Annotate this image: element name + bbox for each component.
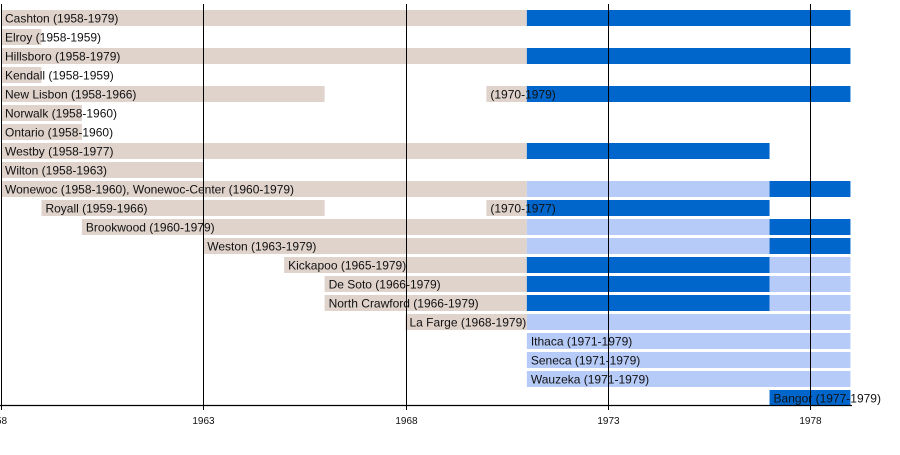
row-label: Royall (1959-1966) [45, 202, 147, 216]
timeline-bar-segment [81, 219, 527, 235]
row-label: De Soto (1966-1979) [329, 278, 441, 292]
row-label: New Lisbon (1958-1966) [5, 88, 136, 102]
timeline-row [1, 86, 851, 102]
timeline-bar-segment [526, 238, 770, 254]
timeline-row [1, 105, 82, 121]
row-label: Wilton (1958-1963) [5, 164, 107, 178]
row-label: Norwalk (1958-1960) [5, 107, 117, 121]
timeline-row [203, 238, 851, 254]
timeline-bar-segment [1, 143, 527, 159]
timeline-bar-segment [1, 67, 42, 83]
timeline-bar-segment [324, 295, 527, 311]
timeline-bar-segment [324, 276, 527, 292]
timeline-bar-segment [1, 29, 42, 45]
row-label: (1970-1977) [490, 202, 555, 216]
timeline-bar-segment [1, 86, 325, 102]
timeline-bar-segment [526, 276, 770, 292]
timeline-bar-segment [526, 200, 770, 216]
timeline-bar-segment [405, 314, 527, 330]
timeline-bar-segment [526, 352, 851, 368]
timeline-row [1, 67, 42, 83]
bars-layer [1, 10, 851, 406]
timeline-row [526, 352, 851, 368]
row-label: Wauzeka (1971-1979) [531, 373, 649, 387]
timeline-bar-segment [526, 10, 851, 26]
row-label: Westby (1958-1977) [5, 145, 114, 159]
x-tick-label: 1968 [395, 416, 418, 427]
timeline-row [1, 124, 82, 140]
timeline-bar-segment [486, 200, 527, 216]
row-label: Cashton (1958-1979) [5, 12, 118, 26]
x-tick-label: 1978 [799, 416, 822, 427]
row-label: Elroy (1958-1959) [5, 31, 101, 45]
timeline-bar-segment [1, 105, 82, 121]
timeline-bar-segment [526, 86, 851, 102]
x-tick-label: 1963 [192, 416, 215, 427]
timeline-bar-segment [526, 295, 770, 311]
row-label: Wonewoc (1958-1960), Wonewoc-Center (196… [5, 183, 294, 197]
timeline-bar-segment [526, 48, 851, 64]
timeline-row [1, 10, 851, 26]
x-tick-label: 58 [0, 416, 7, 427]
timeline-row [405, 314, 851, 330]
row-label: North Crawford (1966-1979) [329, 297, 479, 311]
timeline-bar-segment [1, 181, 527, 197]
timeline-row [41, 200, 770, 216]
timeline-bar-segment [526, 314, 851, 330]
row-label: La Farge (1968-1979) [410, 316, 527, 330]
row-label: Bangor (1977-1979) [774, 392, 881, 406]
row-label: Kendall (1958-1959) [5, 69, 114, 83]
row-label: Kickapoo (1965-1979) [288, 259, 406, 273]
timeline-bar-segment [526, 143, 770, 159]
timeline-bar-segment [526, 333, 851, 349]
timeline-bar-segment [526, 371, 851, 387]
row-label: Weston (1963-1979) [207, 240, 316, 254]
timeline-row [526, 371, 851, 387]
row-label: Ithaca (1971-1979) [531, 335, 632, 349]
timeline-bar-segment [41, 200, 325, 216]
x-tick-label: 1973 [597, 416, 620, 427]
timeline-row [1, 29, 42, 45]
timeline-bar-segment [486, 86, 527, 102]
grid-layer: 58 1963 1968 1973 1978 [0, 4, 852, 427]
timeline-bar-segment [526, 181, 770, 197]
timeline-bar-segment [203, 238, 527, 254]
row-label: Hillsboro (1958-1979) [5, 50, 120, 64]
timeline-bar-segment [526, 257, 770, 273]
timeline-row [1, 143, 770, 159]
timeline-row [1, 162, 204, 178]
row-label: Ontario (1958-1960) [5, 126, 113, 140]
labels-layer: Cashton (1958-1979) Elroy (1958-1959) Hill… [5, 12, 881, 406]
timeline-bar-segment [1, 48, 527, 64]
row-label: Brookwood (1960-1979) [86, 221, 215, 235]
timeline-bar-segment [1, 10, 527, 26]
timeline-bar-segment [284, 257, 527, 273]
timeline-bar-segment [1, 162, 204, 178]
timeline-row [324, 295, 851, 311]
row-label: Seneca (1971-1979) [531, 354, 640, 368]
row-label: (1970-1979) [490, 88, 555, 102]
timeline-bar-segment [526, 219, 770, 235]
timeline-row [1, 48, 851, 64]
timeline-row [1, 181, 851, 197]
timeline-bar-segment [1, 124, 82, 140]
timeline-row [526, 333, 851, 349]
timeline-row [81, 219, 851, 235]
